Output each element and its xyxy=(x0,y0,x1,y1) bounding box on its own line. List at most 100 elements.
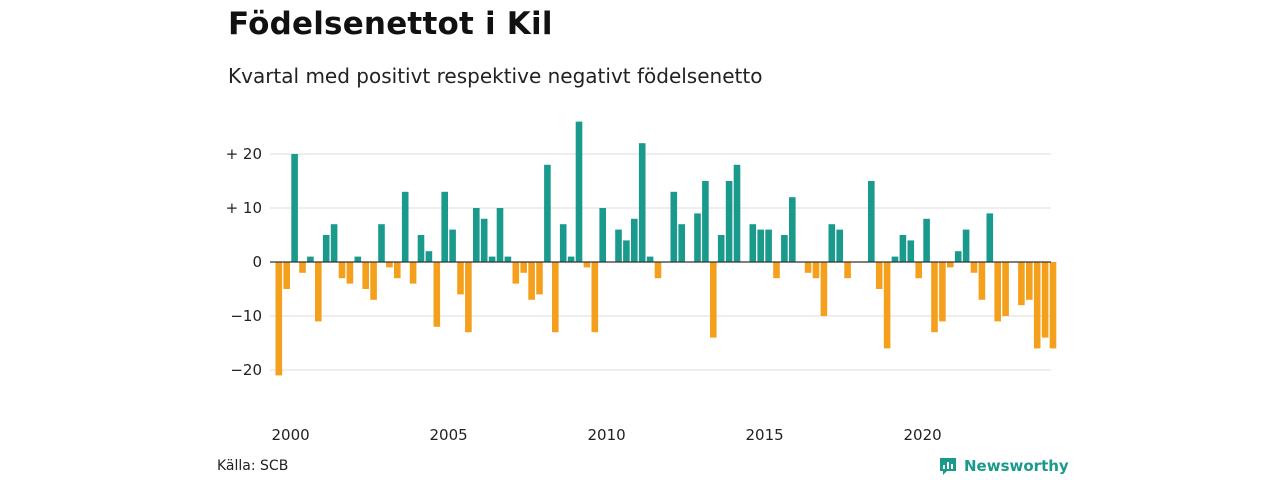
positive-bar xyxy=(291,154,298,262)
negative-bar xyxy=(315,262,322,322)
positive-bar xyxy=(401,191,409,262)
negative-bar xyxy=(1049,262,1057,349)
positive-bar xyxy=(717,235,725,262)
negative-bar xyxy=(346,262,354,284)
positive-bar xyxy=(631,218,638,262)
positive-bar xyxy=(678,224,685,262)
negative-bar xyxy=(773,262,780,279)
negative-bar xyxy=(1026,262,1033,300)
chart-title: Födelsenettot i Kil xyxy=(228,6,553,42)
positive-bar xyxy=(559,224,567,262)
positive-bar xyxy=(480,218,488,262)
positive-bar xyxy=(725,181,733,262)
negative-bar xyxy=(844,262,851,279)
positive-bar xyxy=(354,256,362,262)
positive-bar xyxy=(378,224,385,262)
negative-bar xyxy=(457,262,464,295)
brand-name: Newsworthy xyxy=(964,457,1069,475)
positive-bar xyxy=(765,229,772,262)
positive-bar xyxy=(330,224,338,262)
y-tick-label: −10 xyxy=(230,307,262,325)
positive-bar xyxy=(954,251,962,262)
negative-bar xyxy=(552,262,559,333)
y-tick-label: −20 xyxy=(230,361,262,379)
positive-bar xyxy=(789,197,796,262)
positive-bar xyxy=(473,208,480,262)
negative-bar xyxy=(591,262,599,333)
negative-bar xyxy=(970,262,978,273)
positive-bar xyxy=(575,121,583,262)
x-tick-label: 2015 xyxy=(746,426,784,444)
positive-bar xyxy=(441,191,448,262)
negative-bar xyxy=(939,262,946,322)
positive-bar xyxy=(322,235,330,262)
chart-logo-icon xyxy=(940,458,956,475)
positive-bar xyxy=(449,229,456,262)
positive-bar xyxy=(899,235,907,262)
positive-bar xyxy=(496,208,504,262)
y-tick-label: 0 xyxy=(252,253,262,271)
negative-bar xyxy=(433,262,441,327)
positive-bar xyxy=(828,224,836,262)
chart-subtitle: Kvartal med positivt respektive negativt… xyxy=(228,64,763,88)
negative-bar xyxy=(1002,262,1009,316)
positive-bar xyxy=(599,208,606,262)
positive-bar xyxy=(615,229,622,262)
positive-bar xyxy=(567,256,575,262)
negative-bar xyxy=(804,262,812,273)
negative-bar xyxy=(820,262,828,316)
negative-bar xyxy=(338,262,346,279)
positive-bar xyxy=(923,218,930,262)
negative-bar xyxy=(299,262,306,273)
negative-bar xyxy=(512,262,520,284)
source-label: Källa: SCB xyxy=(217,458,289,474)
positive-bar xyxy=(733,164,741,262)
positive-bar xyxy=(623,240,630,262)
negative-bar xyxy=(1033,262,1041,349)
negative-bar xyxy=(520,262,527,273)
positive-bar xyxy=(488,256,496,262)
x-tick-label: 2005 xyxy=(430,426,468,444)
negative-bar xyxy=(394,262,401,279)
positive-bar xyxy=(425,251,433,262)
positive-bar xyxy=(702,181,709,262)
positive-bar xyxy=(836,229,843,262)
negative-bar xyxy=(978,262,986,300)
negative-bar xyxy=(370,262,377,300)
negative-bar xyxy=(710,262,717,338)
negative-bar xyxy=(536,262,543,295)
negative-bar xyxy=(528,262,535,300)
brand-logo[interactable]: Newsworthy xyxy=(938,456,1069,476)
negative-bar xyxy=(1041,262,1049,338)
negative-bar xyxy=(931,262,938,333)
positive-bar xyxy=(646,256,654,262)
positive-bar xyxy=(504,256,512,262)
negative-bar xyxy=(583,262,591,268)
positive-bar xyxy=(694,213,701,262)
positive-bar xyxy=(891,256,899,262)
negative-bar xyxy=(812,262,820,279)
positive-bar xyxy=(544,164,551,262)
positive-bar xyxy=(986,213,994,262)
negative-bar xyxy=(875,262,883,289)
y-tick-label: + 10 xyxy=(226,199,262,217)
positive-bar xyxy=(757,229,764,262)
y-tick-label: + 20 xyxy=(226,145,262,163)
x-tick-label: 2010 xyxy=(588,426,626,444)
negative-bar xyxy=(915,262,922,279)
negative-bar xyxy=(654,262,662,279)
negative-bar xyxy=(362,262,369,289)
positive-bar xyxy=(417,235,425,262)
negative-bar xyxy=(947,262,954,268)
positive-bar xyxy=(749,224,757,262)
negative-bar xyxy=(409,262,417,284)
positive-bar xyxy=(638,143,646,262)
negative-bar xyxy=(465,262,472,333)
negative-bar xyxy=(275,262,283,376)
negative-bar xyxy=(1018,262,1025,306)
positive-bar xyxy=(670,191,678,262)
x-tick-label: 2000 xyxy=(272,426,310,444)
negative-bar xyxy=(883,262,891,349)
positive-bar xyxy=(868,181,875,262)
